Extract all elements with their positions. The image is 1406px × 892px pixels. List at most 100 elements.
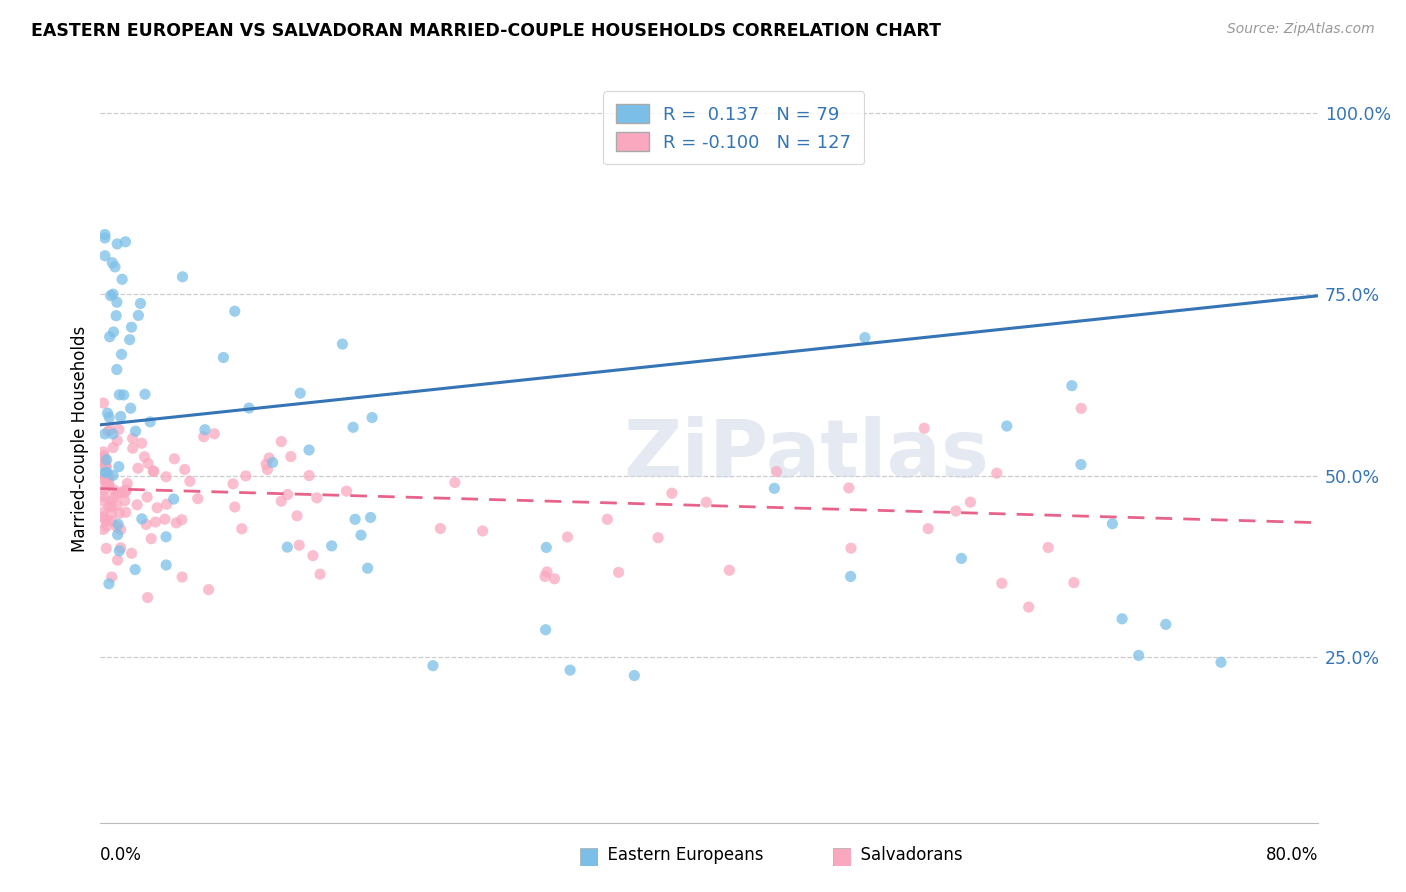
Point: [118, 333, 141, 347]
Point: [839, 541, 862, 556]
Point: [100, 507, 122, 521]
Point: [110, 409, 132, 424]
Point: [101, 441, 124, 455]
Point: [105, 520, 128, 534]
Point: [254, 457, 277, 471]
Point: [105, 498, 128, 512]
Point: [108, 422, 131, 436]
Point: [443, 475, 465, 490]
Point: [94, 249, 117, 263]
Point: [276, 540, 298, 554]
Point: [141, 532, 163, 546]
Point: [93, 451, 115, 466]
Point: [356, 561, 378, 575]
Text: 80.0%: 80.0%: [1265, 846, 1317, 863]
Point: [1154, 617, 1177, 632]
Text: EASTERN EUROPEAN VS SALVADORAN MARRIED-COUPLE HOUSEHOLDS CORRELATION CHART: EASTERN EUROPEAN VS SALVADORAN MARRIED-C…: [31, 22, 941, 40]
Point: [110, 347, 132, 361]
Point: [94, 227, 117, 242]
Point: [94, 231, 117, 245]
Point: [114, 485, 136, 500]
Point: [986, 466, 1008, 480]
Point: [262, 455, 284, 469]
Point: [187, 491, 209, 506]
Point: [131, 436, 153, 450]
Point: [344, 512, 367, 526]
Point: [97, 424, 120, 438]
Point: [108, 388, 131, 402]
Point: [1209, 655, 1232, 669]
Point: [93, 483, 115, 498]
Point: [93, 396, 115, 410]
Point: [361, 410, 384, 425]
Point: [163, 451, 186, 466]
Point: [121, 320, 143, 334]
Point: [112, 388, 135, 402]
Point: [298, 468, 321, 483]
Point: [1101, 516, 1123, 531]
Point: [165, 516, 187, 530]
Point: [120, 401, 142, 416]
Point: [607, 566, 630, 580]
Point: [718, 563, 741, 577]
Point: [127, 498, 149, 512]
Point: [94, 477, 117, 491]
Point: [212, 351, 235, 365]
Point: [302, 549, 325, 563]
Point: [945, 504, 967, 518]
Point: [108, 486, 131, 500]
Point: [305, 491, 328, 505]
Point: [202, 426, 225, 441]
Point: [991, 576, 1014, 591]
Point: [155, 530, 177, 544]
Point: [959, 495, 981, 509]
Point: [129, 296, 152, 310]
Point: [108, 507, 131, 521]
Point: [93, 523, 115, 537]
Point: [173, 462, 195, 476]
Point: [136, 490, 159, 504]
Point: [107, 553, 129, 567]
Point: [155, 470, 177, 484]
Y-axis label: Married-couple Households: Married-couple Households: [72, 326, 89, 552]
Point: [117, 476, 139, 491]
Text: ZiPatlas: ZiPatlas: [623, 416, 990, 493]
Point: [290, 386, 312, 401]
Point: [146, 500, 169, 515]
Point: [104, 260, 127, 274]
Point: [96, 459, 118, 474]
Point: [93, 468, 115, 483]
Point: [98, 478, 121, 492]
Point: [224, 304, 246, 318]
Point: [98, 470, 121, 484]
Point: [156, 497, 179, 511]
Point: [142, 464, 165, 478]
Point: [100, 514, 122, 528]
Point: [96, 406, 118, 420]
Text: Source: ZipAtlas.com: Source: ZipAtlas.com: [1227, 22, 1375, 37]
Point: [912, 421, 935, 435]
Point: [179, 474, 201, 488]
Point: [270, 434, 292, 449]
Point: [98, 410, 121, 425]
Point: [105, 362, 128, 376]
Point: [93, 455, 115, 469]
Point: [93, 445, 115, 459]
Point: [100, 500, 122, 514]
Point: [256, 462, 278, 476]
Point: [105, 295, 128, 310]
Point: [309, 567, 332, 582]
Point: [917, 522, 939, 536]
Point: [765, 465, 787, 479]
Point: [270, 494, 292, 508]
Point: [107, 517, 129, 532]
Point: [93, 489, 115, 503]
Point: [103, 483, 125, 498]
Point: [838, 481, 860, 495]
Point: [97, 500, 120, 514]
Point: [543, 572, 565, 586]
Point: [335, 484, 357, 499]
Point: [114, 235, 136, 249]
Point: [350, 528, 373, 542]
Point: [94, 466, 117, 480]
